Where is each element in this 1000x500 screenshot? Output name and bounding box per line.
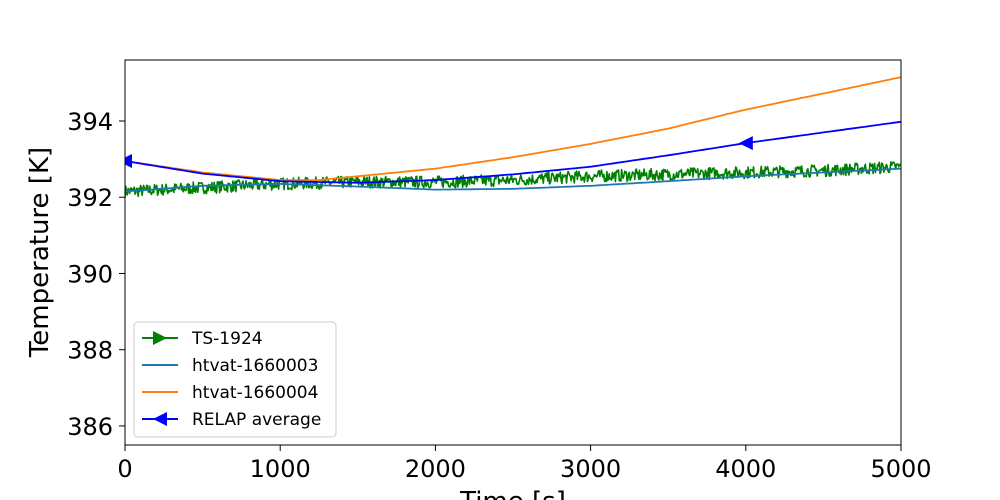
series-line-htvat-1660004 (125, 76, 901, 182)
x-tick-label: 3000 (560, 455, 621, 483)
legend-label-ts-1924: TS-1924 (191, 329, 263, 349)
series-layer (125, 76, 901, 198)
y-axis-label: Temperature [K] (25, 147, 55, 358)
x-tick-label: 1000 (250, 455, 311, 483)
y-tick-label: 394 (67, 108, 113, 136)
ticks-layer: 0 1000 2000 3000 4000 5000 386 388 390 392 394 (67, 108, 931, 483)
legend-marker-ts-1924 (153, 331, 167, 345)
series-marker-relap-average (738, 136, 753, 151)
y-tick-label: 386 (67, 413, 113, 441)
legend-box (133, 321, 337, 438)
legend-label-htvat-1660004: htvat-1660004 (192, 383, 318, 403)
series-line-relap-average (125, 120, 901, 184)
plot-frame (124, 59, 902, 446)
legend-marker-relap-average (153, 412, 167, 426)
series-line-htvat-1660003 (125, 167, 901, 193)
y-tick-label: 390 (67, 260, 113, 288)
series-marker-relap-average (125, 154, 132, 169)
legend: TS-1924 htvat-1660003 htvat-1660004 RELAP a… (133, 321, 337, 438)
x-axis-label: Time [s] (459, 487, 566, 500)
series-line-ts-1924 (125, 161, 901, 198)
legend-label-relap-average: RELAP average (192, 410, 321, 430)
y-tick-label: 392 (67, 184, 113, 212)
x-tick-label: 0 (117, 455, 132, 483)
y-tick-label: 388 (67, 337, 113, 365)
x-tick-label: 2000 (405, 455, 466, 483)
x-tick-label: 5000 (870, 455, 931, 483)
x-tick-label: 4000 (715, 455, 776, 483)
legend-label-htvat-1660003: htvat-1660003 (192, 356, 318, 376)
